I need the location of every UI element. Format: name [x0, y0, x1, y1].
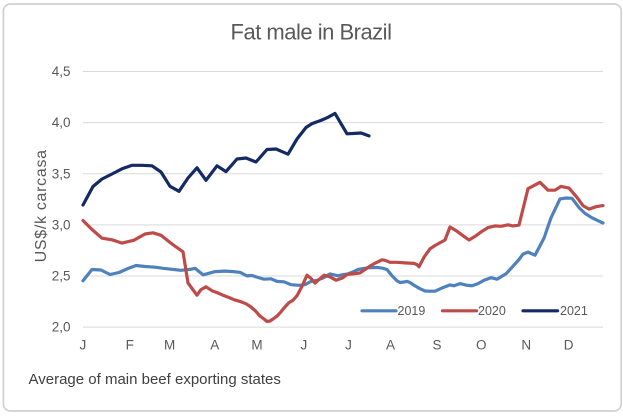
svg-text:3,5: 3,5 [52, 166, 71, 181]
svg-text:N: N [521, 337, 531, 352]
svg-text:J: J [301, 337, 308, 352]
svg-text:2019: 2019 [398, 304, 426, 318]
svg-text:M: M [251, 337, 262, 352]
svg-text:F: F [126, 337, 134, 352]
svg-text:M: M [164, 337, 175, 352]
svg-text:O: O [476, 337, 487, 352]
svg-text:2,5: 2,5 [52, 269, 71, 284]
svg-text:A: A [210, 337, 219, 352]
svg-text:Fat male in Brazil: Fat male in Brazil [231, 20, 392, 45]
svg-text:J: J [345, 337, 352, 352]
svg-text:J: J [80, 337, 87, 352]
svg-text:D: D [564, 337, 574, 352]
svg-text:2020: 2020 [478, 304, 506, 318]
svg-text:2021: 2021 [560, 304, 588, 318]
svg-text:4,0: 4,0 [52, 115, 71, 130]
svg-text:S: S [432, 337, 441, 352]
svg-text:2,0: 2,0 [52, 320, 71, 335]
svg-text:4,5: 4,5 [52, 64, 71, 79]
svg-text:Average of main beef exporting: Average of main beef exporting states [29, 371, 281, 388]
svg-text:US$/k carcasa: US$/k carcasa [33, 149, 50, 262]
svg-text:A: A [386, 337, 395, 352]
svg-text:3,0: 3,0 [52, 218, 71, 233]
